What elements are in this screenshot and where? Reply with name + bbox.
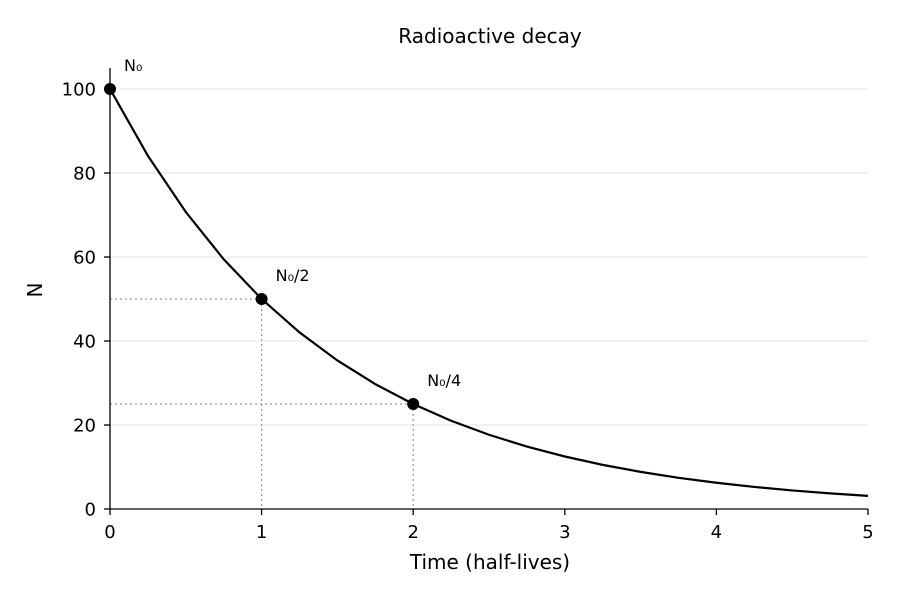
guide-layer xyxy=(110,298,414,509)
axes-layer: 0 1 2 3 4 5 0 20 40 60 80 100 xyxy=(62,68,874,543)
y-tick-label: 60 xyxy=(73,248,96,269)
chart-title: Radioactive decay xyxy=(398,24,582,48)
label-layer: N₀ N₀/2 N₀/4 xyxy=(124,56,461,390)
y-tick-label: 40 xyxy=(73,332,96,353)
curve-layer xyxy=(109,88,869,497)
x-tick-label: 2 xyxy=(407,522,418,543)
annotation-label-0: N₀ xyxy=(124,56,142,75)
x-tick-label: 4 xyxy=(711,522,722,543)
x-tick-label: 5 xyxy=(862,522,873,543)
annotated-point-0 xyxy=(104,83,116,95)
annotated-point-1 xyxy=(255,293,268,305)
x-axis-label: Time (half-lives) xyxy=(409,550,570,574)
point-layer xyxy=(104,83,420,410)
y-axis-label: N xyxy=(23,283,47,298)
y-tick-label: 100 xyxy=(62,80,96,101)
annotation-label-2: N₀/4 xyxy=(427,371,461,390)
y-tick-label: 20 xyxy=(73,416,96,437)
annotated-point-2 xyxy=(407,398,420,410)
x-tick-label: 1 xyxy=(256,522,267,543)
x-tick-label: 3 xyxy=(559,522,570,543)
annotation-label-1: N₀/2 xyxy=(276,266,310,285)
grid-layer xyxy=(110,88,868,426)
y-tick-label: 80 xyxy=(73,164,96,185)
x-tick-label: 0 xyxy=(104,522,115,543)
y-tick-label: 0 xyxy=(85,500,96,521)
decay-curve-series-0 xyxy=(109,88,869,497)
